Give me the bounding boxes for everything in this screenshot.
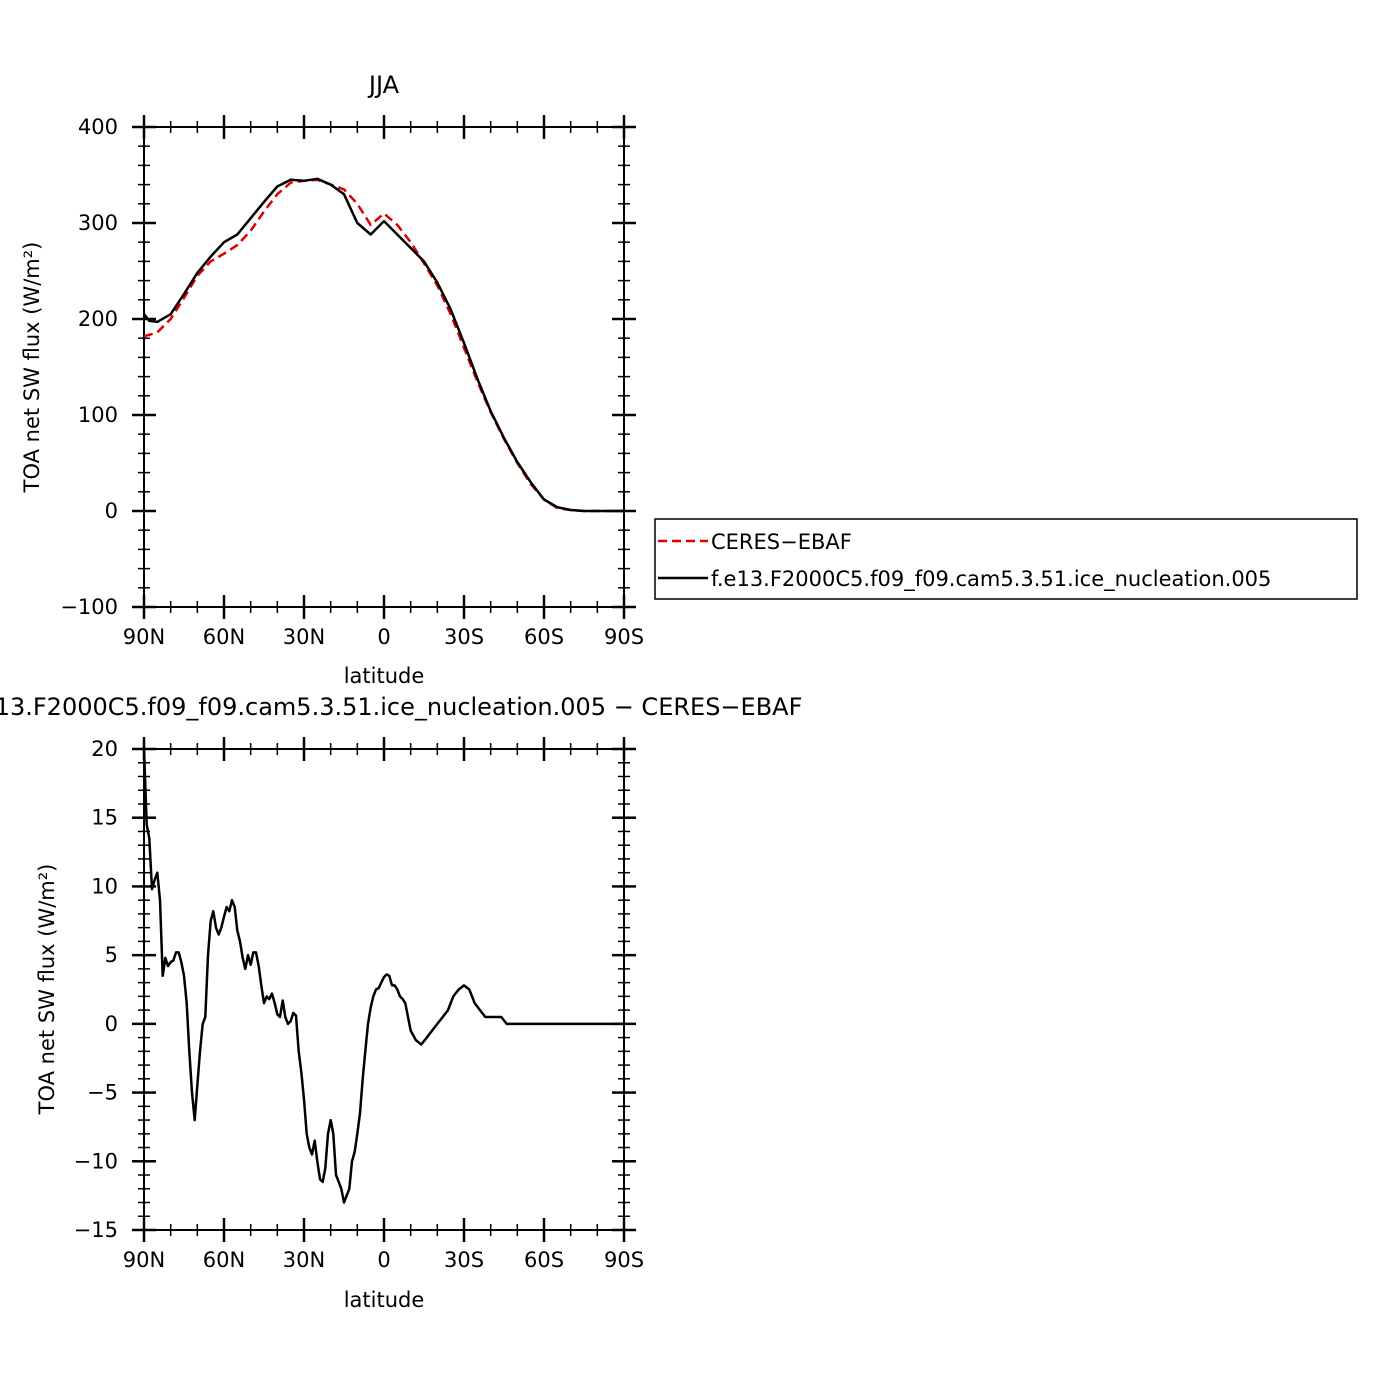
- top-series-group: [143, 177, 624, 513]
- y-tick-label: −15: [74, 1218, 118, 1242]
- y-tick-label: −100: [60, 595, 118, 619]
- y-tick-label: 300: [78, 211, 118, 235]
- top-x-axis-label: latitude: [344, 664, 425, 688]
- x-tick-label: 90N: [123, 1248, 165, 1272]
- legend-box: [654, 518, 1358, 600]
- y-tick-label: 20: [91, 737, 118, 761]
- y-tick-label: 100: [78, 403, 118, 427]
- y-tick-label: 400: [78, 115, 118, 139]
- y-tick-label: 15: [91, 806, 118, 830]
- x-tick-label: 30N: [283, 625, 325, 649]
- y-tick-label: −5: [87, 1081, 118, 1105]
- bottom-y-axis-label: TOA net SW flux (W/m²): [35, 864, 59, 1116]
- y-tick-label: 5: [105, 943, 118, 967]
- top-y-axis-label: TOA net SW flux (W/m²): [20, 242, 44, 494]
- top-axis-ticks: 90N 60N 30N 0 30S 60S 90S −100 0 100 200 300 400: [60, 115, 644, 649]
- difference-line: [142, 748, 624, 1204]
- x-tick-label: 30N: [283, 1248, 325, 1272]
- x-tick-label: 90S: [604, 625, 644, 649]
- top-panel: JJA latitude TOA net SW flux (W/m²) 90N 6…: [20, 71, 644, 688]
- y-tick-label: 0: [105, 1012, 118, 1036]
- x-tick-label: 30S: [444, 1248, 484, 1272]
- x-tick-label: 60N: [203, 625, 245, 649]
- bottom-panel: f.e13.F2000C5.f09_f09.cam5.3.51.ice_nucl…: [0, 693, 802, 1312]
- x-tick-label: 0: [377, 625, 390, 649]
- ceres-ebaf-line: [143, 178, 624, 513]
- bottom-plot-frame: [143, 748, 625, 1231]
- y-tick-label: 10: [91, 874, 118, 898]
- legend: CERES−EBAF f.e13.F2000C5.f09_f09.cam5.3.…: [654, 518, 1358, 600]
- y-tick-label: 200: [78, 307, 118, 331]
- y-tick-label: 0: [105, 499, 118, 523]
- x-tick-label: 0: [377, 1248, 390, 1272]
- bottom-series-group: [142, 748, 624, 1204]
- x-tick-label: 90N: [123, 625, 165, 649]
- x-tick-label: 60S: [524, 625, 564, 649]
- top-plot-title: JJA: [367, 71, 400, 99]
- x-tick-label: 30S: [444, 625, 484, 649]
- y-tick-label: −10: [74, 1149, 118, 1173]
- model-line: [143, 177, 624, 513]
- top-plot-frame: [143, 126, 625, 608]
- legend-label-model: f.e13.F2000C5.f09_f09.cam5.3.51.ice_nucl…: [711, 567, 1271, 592]
- bottom-plot-title: f.e13.F2000C5.f09_f09.cam5.3.51.ice_nucl…: [0, 693, 802, 721]
- bottom-x-axis-label: latitude: [344, 1288, 425, 1312]
- x-tick-label: 90S: [604, 1248, 644, 1272]
- legend-label-ceres: CERES−EBAF: [711, 530, 852, 554]
- x-tick-label: 60S: [524, 1248, 564, 1272]
- x-tick-label: 60N: [203, 1248, 245, 1272]
- bottom-axis-ticks: 90N 60N 30N 0 30S 60S 90S −15 −10 −5 0 5 10 15 20: [74, 737, 644, 1272]
